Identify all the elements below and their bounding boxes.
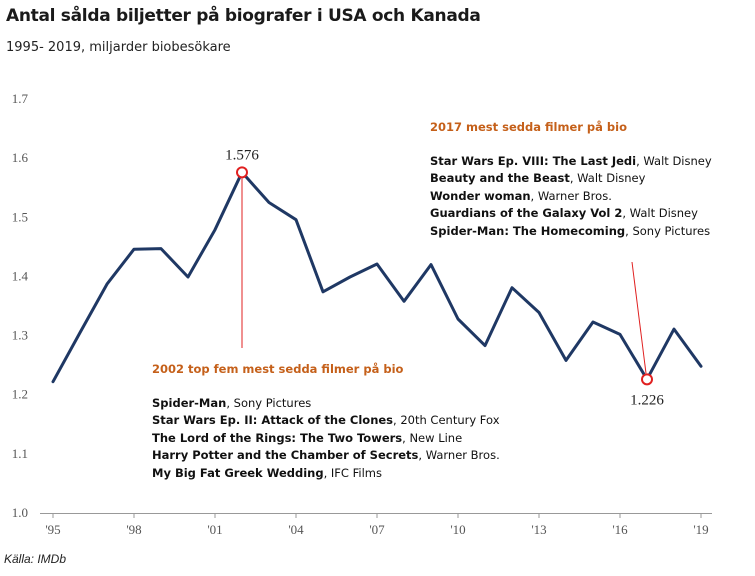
film-title: Wonder woman bbox=[430, 188, 531, 203]
annotation-2017-films: Star Wars Ep. VIII: The Last Jedi, Walt … bbox=[430, 153, 712, 241]
film-title: Star Wars Ep. II: Attack of the Clones bbox=[152, 413, 394, 427]
film-title: Spider-Man bbox=[152, 395, 227, 410]
annotation-2002-heading: 2002 top fem mest sedda filmer på bio bbox=[152, 362, 404, 376]
x-tick-label: '13 bbox=[531, 522, 546, 537]
annotation-2002-films: Spider-Man, Sony Pictures Star Wars Ep. I… bbox=[152, 395, 500, 483]
x-tick-label: '98 bbox=[126, 522, 141, 537]
highlight-point-2002 bbox=[236, 166, 248, 179]
film-entry: Harry Potter and the Chamber of Secrets,… bbox=[152, 447, 500, 465]
film-entry: The Lord of the Rings: The Two Towers, N… bbox=[152, 430, 500, 448]
annotation-leaders bbox=[241, 178, 647, 374]
film-entry: Beauty and the Beast, Walt Disney bbox=[430, 170, 712, 188]
film-studio: , Walt Disney bbox=[622, 206, 698, 220]
annotation-2002: 2002 top fem mest sedda filmer på bio Sp… bbox=[152, 361, 500, 482]
data-label-2002: 1.576 bbox=[225, 147, 259, 163]
film-studio: , Sony Pictures bbox=[625, 223, 711, 238]
film-entry: Star Wars Ep. VIII: The Last Jedi, Walt … bbox=[430, 153, 712, 171]
film-studio: , Walt Disney bbox=[569, 171, 646, 185]
x-tick-label: '01 bbox=[207, 522, 222, 537]
film-studio: , Walt Disney bbox=[636, 153, 712, 168]
y-tick-label: 1.2 bbox=[12, 387, 28, 402]
y-tick-label: 1.5 bbox=[12, 209, 28, 224]
x-tick-label: '19 bbox=[693, 522, 708, 537]
annotation-2017: 2017 mest sedda filmer på bio Star Wars … bbox=[430, 119, 712, 240]
film-studio: , Warner Bros. bbox=[530, 188, 612, 203]
x-tick-label: '10 bbox=[450, 522, 465, 537]
film-entry: Star Wars Ep. II: Attack of the Clones, … bbox=[152, 412, 500, 430]
film-title: The Lord of the Rings: The Two Towers bbox=[152, 430, 403, 445]
film-title: Spider-Man: The Homecoming bbox=[430, 223, 626, 238]
y-axis: 1.0 1.1 1.2 1.3 1.4 1.5 1.6 1.7 bbox=[12, 91, 29, 520]
highlight-markers: 1.576 1.226 bbox=[225, 147, 664, 408]
film-studio: , IFC Films bbox=[323, 465, 382, 480]
y-tick-label: 1.6 bbox=[12, 150, 29, 165]
film-title: Star Wars Ep. VIII: The Last Jedi bbox=[430, 153, 637, 168]
film-studio: , Sony Pictures bbox=[226, 395, 312, 410]
y-tick-label: 1.3 bbox=[12, 328, 28, 343]
film-entry: Spider-Man: The Homecoming, Sony Picture… bbox=[430, 223, 712, 241]
x-axis: '95 '98 '01 '04 '07 '10 '13 '16 '19 bbox=[40, 513, 712, 537]
film-title: My Big Fat Greek Wedding bbox=[152, 465, 324, 480]
x-tick-label: '16 bbox=[612, 522, 628, 537]
film-entry: Spider-Man, Sony Pictures bbox=[152, 395, 500, 413]
data-label-2017: 1.226 bbox=[630, 392, 664, 408]
x-tick-label: '07 bbox=[369, 522, 385, 537]
series-line bbox=[51, 170, 703, 384]
x-tick-label: '95 bbox=[45, 522, 60, 537]
y-tick-label: 1.0 bbox=[12, 505, 28, 520]
source-note: Källa: IMDb bbox=[4, 552, 67, 566]
film-entry: Guardians of the Galaxy Vol 2, Walt Disn… bbox=[430, 205, 712, 223]
film-title: Harry Potter and the Chamber of Secrets bbox=[152, 448, 419, 462]
y-tick-label: 1.4 bbox=[12, 268, 29, 283]
annotation-2017-heading: 2017 mest sedda filmer på bio bbox=[430, 120, 628, 134]
film-entry: Wonder woman, Warner Bros. bbox=[430, 188, 712, 206]
film-title: Beauty and the Beast bbox=[430, 171, 570, 185]
chart-title: Antal sålda biljetter på biografer i USA… bbox=[6, 6, 481, 26]
chart-subtitle: 1995- 2019, miljarder biobesökare bbox=[6, 40, 231, 55]
highlight-point-2017 bbox=[641, 373, 653, 386]
film-studio: , New Line bbox=[402, 430, 463, 445]
y-tick-label: 1.1 bbox=[12, 446, 28, 461]
y-tick-label: 1.7 bbox=[12, 91, 29, 106]
film-studio: , Warner Bros. bbox=[418, 448, 500, 462]
leader-line-2017 bbox=[631, 261, 647, 374]
film-title: Guardians of the Galaxy Vol 2 bbox=[430, 206, 623, 220]
film-studio: , 20th Century Fox bbox=[393, 413, 500, 427]
x-tick-label: '04 bbox=[288, 522, 304, 537]
film-entry: My Big Fat Greek Wedding, IFC Films bbox=[152, 465, 500, 483]
